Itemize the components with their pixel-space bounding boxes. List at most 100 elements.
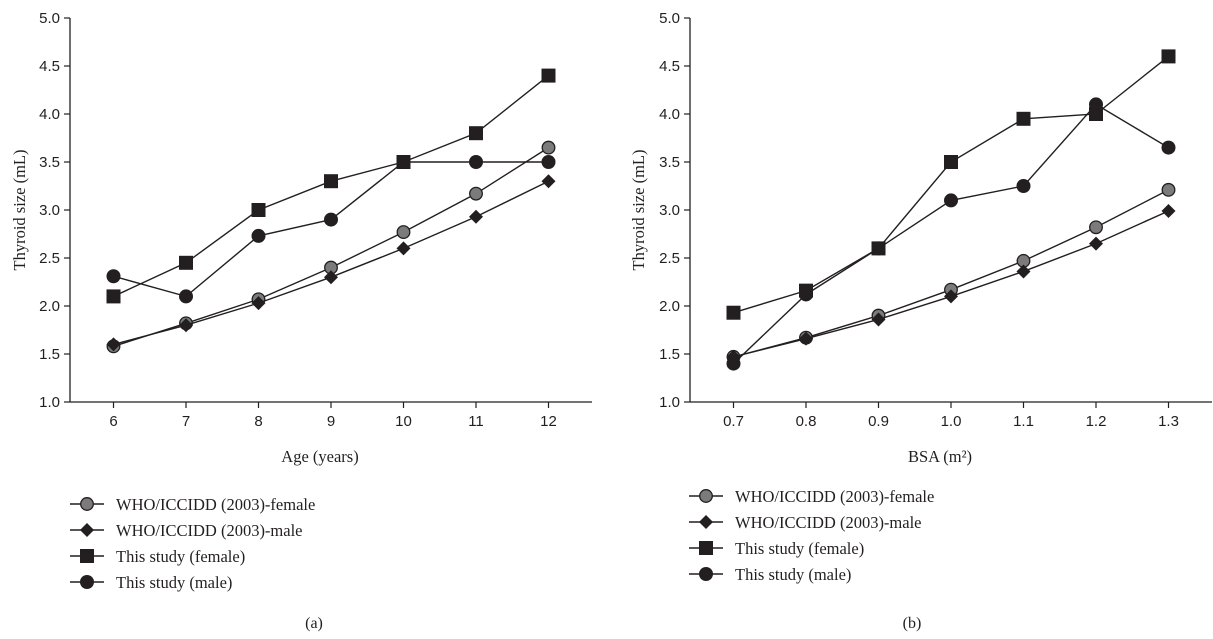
legend-item-this-study-male: This study (male) xyxy=(70,573,232,592)
series-this-study-male xyxy=(106,155,556,304)
y-tick-label: 5.0 xyxy=(39,10,60,27)
y-tick-label: 4.0 xyxy=(659,106,680,123)
data-point-this-study-female xyxy=(106,289,121,304)
data-point-who-iccidd-2003-male xyxy=(179,318,193,333)
data-point-who-iccidd-2003-female xyxy=(541,140,556,155)
panel-a-plot: 1.0 1.5 2.0 2.5 3.0 3.5 4.0 4.5 5.0 6 7 8 9 10 11 12 xyxy=(39,10,592,430)
legend-item-who-iccidd-2003-male: WHO/ICCIDD (2003)-male xyxy=(70,521,303,540)
panel-b: 1.0 1.5 2.0 2.5 3.0 3.5 4.0 4.5 5.0 0.7 0.8 0.9 1.0 1… xyxy=(629,10,1212,632)
legend-label: This study (male) xyxy=(116,573,232,592)
data-point-who-iccidd-2003-male xyxy=(251,296,266,311)
panel-a: 1.0 1.5 2.0 2.5 3.0 3.5 4.0 4.5 5.0 6 7 8 9 10 11 12 Th… xyxy=(10,10,592,632)
data-point-who-iccidd-2003-male xyxy=(1089,236,1103,251)
data-point-this-study-female xyxy=(1161,49,1176,64)
data-point-who-iccidd-2003-male xyxy=(324,270,338,285)
x-tick-label: 11 xyxy=(468,413,484,430)
panel-b-label: (b) xyxy=(903,615,922,632)
data-point-this-study-female xyxy=(726,305,741,320)
data-point-who-iccidd-2003-male xyxy=(1161,203,1176,218)
data-point-this-study-female xyxy=(324,174,338,189)
legend-label: WHO/ICCIDD (2003)-male xyxy=(735,513,922,532)
data-point-this-study-female xyxy=(251,203,266,217)
legend-marker xyxy=(699,567,713,581)
data-point-this-study-female xyxy=(469,126,483,141)
legend-marker xyxy=(80,549,94,563)
y-tick-label: 3.0 xyxy=(659,202,680,219)
data-point-who-iccidd-2003-female xyxy=(469,186,483,201)
y-tick-label: 4.5 xyxy=(39,58,60,75)
data-point-this-study-male xyxy=(541,155,556,169)
x-tick-label: 1.0 xyxy=(941,413,962,430)
x-tick-label: 6 xyxy=(109,413,117,430)
data-point-who-iccidd-2003-male xyxy=(106,337,121,352)
x-tick-label: 8 xyxy=(254,413,262,430)
panel-b-plot: 1.0 1.5 2.0 2.5 3.0 3.5 4.0 4.5 5.0 0.7 0.8 0.9 1.0 1… xyxy=(659,10,1212,430)
data-point-this-study-male xyxy=(251,228,266,243)
panel-b-legend: WHO/ICCIDD (2003)-female WHO/ICCIDD (2003… xyxy=(689,487,934,584)
legend-item-who-iccidd-2003-male: WHO/ICCIDD (2003)-male xyxy=(689,513,922,532)
panel-a-x-axis-title: Age (years) xyxy=(281,447,358,466)
y-tick-label: 1.0 xyxy=(659,394,680,411)
series-this-study-female xyxy=(726,49,1176,320)
legend-label: WHO/ICCIDD (2003)-female xyxy=(116,495,315,514)
y-tick-label: 1.0 xyxy=(39,394,60,411)
x-tick-label: 1.2 xyxy=(1086,413,1107,430)
data-point-who-iccidd-2003-female xyxy=(1161,182,1176,197)
legend-label: This study (female) xyxy=(116,547,245,566)
legend-label: WHO/ICCIDD (2003)-female xyxy=(735,487,934,506)
panel-a-y-axis-title: Thyroid size (mL) xyxy=(10,150,29,271)
legend-item-this-study-male: This study (male) xyxy=(689,565,851,584)
legend-item-this-study-female: This study (female) xyxy=(689,539,864,558)
y-tick-label: 2.5 xyxy=(39,250,60,267)
legend-label: This study (male) xyxy=(735,565,851,584)
data-point-this-study-male xyxy=(944,193,958,208)
y-tick-label: 4.5 xyxy=(659,58,680,75)
data-point-this-study-male xyxy=(324,212,338,227)
data-point-who-iccidd-2003-female xyxy=(1089,220,1103,235)
legend-marker xyxy=(699,541,713,555)
x-tick-label: 0.9 xyxy=(868,413,889,430)
y-tick-label: 3.5 xyxy=(659,154,680,171)
legend-label: This study (female) xyxy=(735,539,864,558)
x-tick-label: 9 xyxy=(327,413,335,430)
data-point-this-study-male xyxy=(1089,97,1103,112)
data-point-who-iccidd-2003-male xyxy=(799,331,813,346)
y-tick-label: 3.5 xyxy=(39,154,60,171)
data-point-who-iccidd-2003-male xyxy=(541,174,556,189)
data-point-this-study-male xyxy=(726,356,741,371)
legend-marker xyxy=(80,497,94,511)
data-point-this-study-male xyxy=(799,287,813,302)
series-this-study-female xyxy=(106,68,556,304)
series-who-iccidd-2003-female xyxy=(106,140,556,354)
data-point-who-iccidd-2003-male xyxy=(1016,264,1031,279)
data-point-who-iccidd-2003-male xyxy=(469,209,483,224)
panel-b-y-axis-title: Thyroid size (mL) xyxy=(629,150,648,271)
data-point-this-study-male xyxy=(1016,179,1031,193)
data-point-who-iccidd-2003-male xyxy=(944,289,958,304)
data-point-who-iccidd-2003-female xyxy=(396,225,411,240)
data-point-who-iccidd-2003-male xyxy=(871,312,886,327)
data-point-this-study-male xyxy=(106,269,121,284)
legend-marker xyxy=(699,489,713,503)
legend-marker xyxy=(80,523,94,537)
series-line-this-study-female xyxy=(733,55,1169,314)
data-point-this-study-female xyxy=(179,255,193,270)
legend-item-who-iccidd-2003-female: WHO/ICCIDD (2003)-female xyxy=(70,495,315,514)
y-tick-label: 2.0 xyxy=(39,298,60,315)
y-tick-label: 2.0 xyxy=(659,298,680,315)
series-who-iccidd-2003-female xyxy=(726,182,1176,364)
x-tick-label: 0.8 xyxy=(796,413,817,430)
y-tick-label: 4.0 xyxy=(39,106,60,123)
series-line-who-iccidd-2003-female xyxy=(733,189,1169,358)
data-point-this-study-female xyxy=(944,155,958,169)
x-tick-label: 7 xyxy=(182,413,190,430)
data-point-this-study-male xyxy=(469,155,483,169)
data-point-this-study-female xyxy=(541,68,556,83)
legend-marker xyxy=(699,515,713,529)
y-tick-label: 5.0 xyxy=(659,10,680,27)
data-point-this-study-male xyxy=(871,241,886,256)
x-tick-label: 12 xyxy=(540,413,557,430)
y-tick-label: 1.5 xyxy=(39,346,60,363)
legend-label: WHO/ICCIDD (2003)-male xyxy=(116,521,303,540)
